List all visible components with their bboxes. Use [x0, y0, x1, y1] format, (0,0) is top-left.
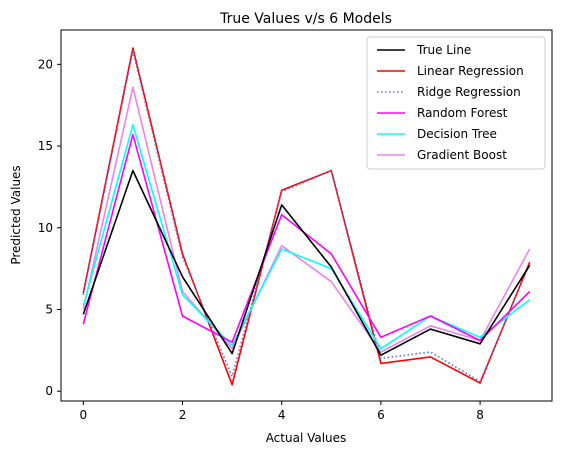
legend-label: Gradient Boost: [417, 148, 507, 162]
chart-title: True Values v/s 6 Models: [219, 11, 392, 27]
series-line-gradient-boost: [82, 86, 531, 353]
legend: True Line Linear Regression Ridge Regressi…: [366, 36, 546, 170]
y-tick-label: 5: [45, 302, 53, 316]
axis-ticks: 0 2 4 6 8 0 5 10 15 20: [38, 57, 484, 422]
series-line-ridge-regression: [82, 50, 531, 383]
y-axis-title: Predicted Values: [9, 165, 23, 264]
y-tick-label: 10: [38, 221, 53, 235]
x-axis-title: Actual Values: [266, 431, 347, 445]
series-line-true-line: [82, 169, 531, 357]
legend-label: Random Forest: [417, 106, 508, 120]
legend-box: [366, 36, 546, 170]
legend-label: True Line: [416, 43, 471, 57]
plot-area-frame: [60, 29, 553, 402]
legend-label: Ridge Regression: [417, 85, 521, 99]
y-tick-label: 0: [45, 384, 53, 398]
x-tick-label: 8: [476, 408, 484, 422]
x-tick-label: 2: [179, 408, 187, 422]
y-tick-label: 15: [38, 139, 53, 153]
legend-label: Linear Regression: [417, 64, 524, 78]
series-line-decision-tree: [82, 124, 531, 350]
series-lines: [82, 47, 531, 386]
x-tick-label: 4: [278, 408, 286, 422]
y-tick-label: 20: [38, 57, 53, 71]
x-tick-label: 6: [377, 408, 385, 422]
legend-label: Decision Tree: [417, 127, 497, 141]
x-tick-label: 0: [79, 408, 87, 422]
